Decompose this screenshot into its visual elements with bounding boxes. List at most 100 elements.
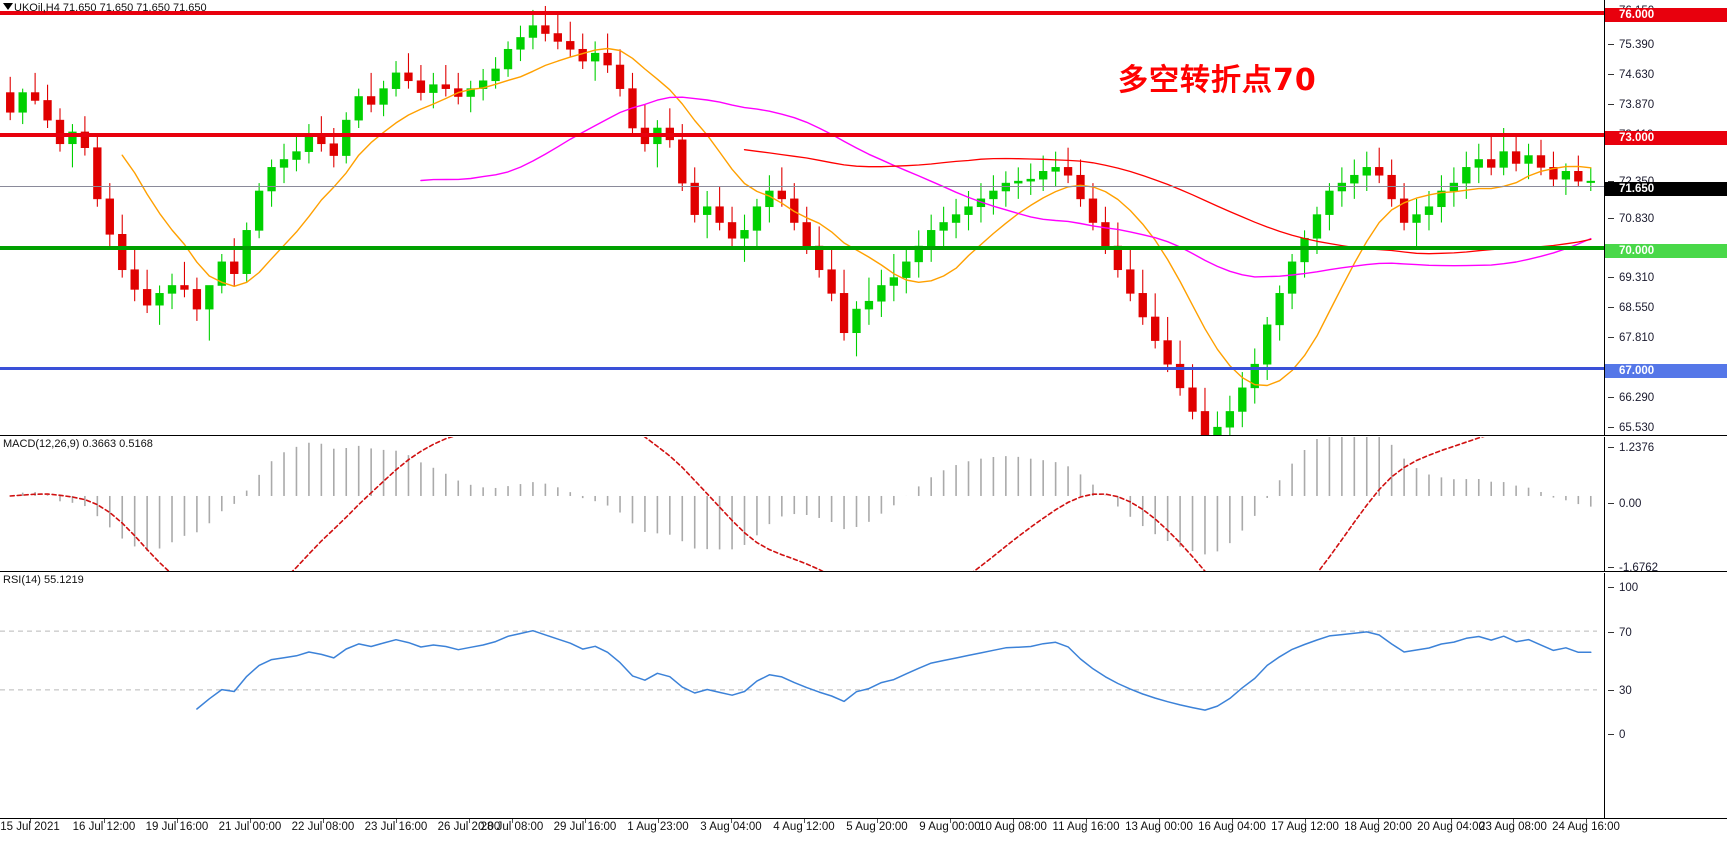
time-tick-mark bbox=[1586, 819, 1587, 823]
price-tick: 68.550 bbox=[1605, 301, 1727, 315]
symbol-caption: UKOil,H4 71.650 71.650 71.650 71.650 bbox=[14, 2, 207, 14]
time-tick-mark bbox=[877, 819, 878, 823]
rsi-panel[interactable]: RSI(14) 55.1219 100 70 30 0 bbox=[0, 573, 1727, 818]
price-tick: 70.830 bbox=[1605, 212, 1727, 226]
tick-mark bbox=[1608, 587, 1614, 588]
price-tick: 65.530 bbox=[1605, 421, 1727, 435]
tick-mark bbox=[1608, 307, 1614, 308]
price-level-badge[interactable]: 71.650 bbox=[1605, 182, 1727, 196]
time-tick-mark bbox=[396, 819, 397, 823]
time-axis-label: 20 Aug 04:00 bbox=[1417, 821, 1485, 833]
price-tick-label: 66.290 bbox=[1619, 392, 1655, 404]
time-axis-label: 13 Aug 00:00 bbox=[1125, 821, 1193, 833]
macd-panel-bottom-border bbox=[0, 571, 1727, 572]
price-tick-label: 75.390 bbox=[1619, 39, 1655, 51]
tick-mark bbox=[1608, 427, 1614, 428]
time-axis-label: 3 Aug 04:00 bbox=[700, 821, 762, 833]
macd-histogram bbox=[21, 437, 1592, 555]
chevron-down-icon[interactable] bbox=[3, 3, 13, 10]
time-tick-mark bbox=[1513, 819, 1514, 823]
rsi-axis-separator bbox=[1604, 573, 1605, 818]
time-axis-label: 4 Aug 12:00 bbox=[773, 821, 835, 833]
ma-magenta-line bbox=[420, 96, 1592, 278]
tick-mark bbox=[1608, 447, 1614, 448]
macd-tick: 1.2376 bbox=[1605, 441, 1727, 455]
macd-canvas[interactable] bbox=[0, 437, 1605, 572]
tick-mark bbox=[1608, 277, 1614, 278]
time-axis-label: 23 Jul 16:00 bbox=[364, 821, 428, 833]
time-tick-mark bbox=[1013, 819, 1014, 823]
rsi-tick-label: 30 bbox=[1619, 685, 1632, 697]
tick-mark bbox=[1608, 397, 1614, 398]
tick-mark bbox=[1608, 104, 1614, 105]
macd-panel[interactable]: MACD(12,26,9) 0.3663 0.5168 1.2376 0.00 -1… bbox=[0, 437, 1727, 574]
rsi-canvas[interactable] bbox=[0, 573, 1605, 818]
price-tick-label: 69.310 bbox=[1619, 272, 1655, 284]
price-candlestick-canvas[interactable] bbox=[0, 0, 1605, 436]
ma-red-line bbox=[743, 149, 1592, 255]
tick-mark bbox=[1608, 632, 1614, 633]
price-tick: 69.310 bbox=[1605, 271, 1727, 285]
time-axis-label: 22 Jul 08:00 bbox=[291, 821, 355, 833]
rsi-line bbox=[196, 629, 1592, 711]
price-tick: 75.390 bbox=[1605, 38, 1727, 52]
time-axis-label: 9 Aug 00:00 bbox=[919, 821, 981, 833]
level-line-73000 bbox=[0, 133, 1605, 137]
time-tick-mark bbox=[731, 819, 732, 823]
tick-mark bbox=[1608, 181, 1614, 182]
time-tick-mark bbox=[469, 819, 470, 823]
time-axis[interactable]: 15 Jul 2021 16 Jul 12:00 19 Jul 16:00 21 Ju… bbox=[0, 818, 1727, 841]
rsi-tick-label: 70 bbox=[1619, 627, 1632, 639]
price-tick: 67.810 bbox=[1605, 331, 1727, 345]
price-level-badge[interactable]: 67.000 bbox=[1605, 364, 1727, 378]
chart-annotation: 多空转折点70 bbox=[1118, 63, 1317, 98]
tick-mark bbox=[1608, 337, 1614, 338]
time-axis-label: 5 Aug 20:00 bbox=[846, 821, 908, 833]
time-tick-mark bbox=[585, 819, 586, 823]
rsi-tick: 70 bbox=[1605, 626, 1727, 640]
macd-caption: MACD(12,26,9) 0.3663 0.5168 bbox=[3, 438, 153, 450]
price-tick-label: 73.870 bbox=[1619, 99, 1655, 111]
tick-mark bbox=[1608, 734, 1614, 735]
time-tick-mark bbox=[512, 819, 513, 823]
price-panel[interactable]: UKOil,H4 71.650 71.650 71.650 71.650 多空转… bbox=[0, 0, 1727, 461]
rsi-caption: RSI(14) 55.1219 bbox=[3, 574, 84, 586]
level-line-70000 bbox=[0, 246, 1605, 250]
time-tick-mark bbox=[1378, 819, 1379, 823]
time-tick-mark bbox=[323, 819, 324, 823]
tick-mark bbox=[1608, 690, 1614, 691]
macd-tick-label: 0.00 bbox=[1619, 498, 1642, 510]
rsi-tick: 100 bbox=[1605, 581, 1727, 595]
time-axis-label: 10 Aug 08:00 bbox=[979, 821, 1047, 833]
macd-axis-separator bbox=[1604, 437, 1605, 572]
time-axis-label: 16 Jul 12:00 bbox=[72, 821, 136, 833]
price-level-badge[interactable]: 70.000 bbox=[1605, 244, 1727, 258]
price-tick: 73.870 bbox=[1605, 98, 1727, 112]
time-axis-label: 17 Aug 12:00 bbox=[1271, 821, 1339, 833]
time-axis-label: 11 Aug 16:00 bbox=[1052, 821, 1120, 833]
time-tick-mark bbox=[1451, 819, 1452, 823]
price-panel-bottom-border bbox=[0, 435, 1727, 436]
time-tick-mark bbox=[804, 819, 805, 823]
macd-tick: 0.00 bbox=[1605, 497, 1727, 511]
rsi-tick-label: 100 bbox=[1619, 582, 1639, 594]
time-tick-mark bbox=[950, 819, 951, 823]
time-axis-label: 23 Aug 08:00 bbox=[1479, 821, 1547, 833]
price-tick-label: 68.550 bbox=[1619, 302, 1655, 314]
level-line-76000 bbox=[0, 11, 1605, 15]
price-tick-label: 70.830 bbox=[1619, 213, 1655, 225]
price-level-badge[interactable]: 73.000 bbox=[1605, 131, 1727, 145]
time-axis-label: 21 Jul 00:00 bbox=[218, 821, 282, 833]
macd-scale: 1.2376 0.00 -1.6762 bbox=[1605, 437, 1727, 574]
price-tick-label: 65.530 bbox=[1619, 422, 1655, 434]
price-tick-label: 74.630 bbox=[1619, 69, 1655, 81]
price-axis-separator bbox=[1604, 0, 1605, 436]
time-axis-label: 26 Jul 20:00 bbox=[437, 821, 501, 833]
time-axis-label: 24 Aug 16:00 bbox=[1552, 821, 1620, 833]
time-axis-label: 15 Jul 2021 bbox=[0, 821, 60, 833]
price-scale[interactable]: 76.15076.00075.39074.63073.87073.11073.0… bbox=[1605, 0, 1727, 461]
price-tick-label: 67.810 bbox=[1619, 332, 1655, 344]
price-level-badge[interactable]: 76.000 bbox=[1605, 8, 1727, 22]
tick-mark bbox=[1608, 44, 1614, 45]
